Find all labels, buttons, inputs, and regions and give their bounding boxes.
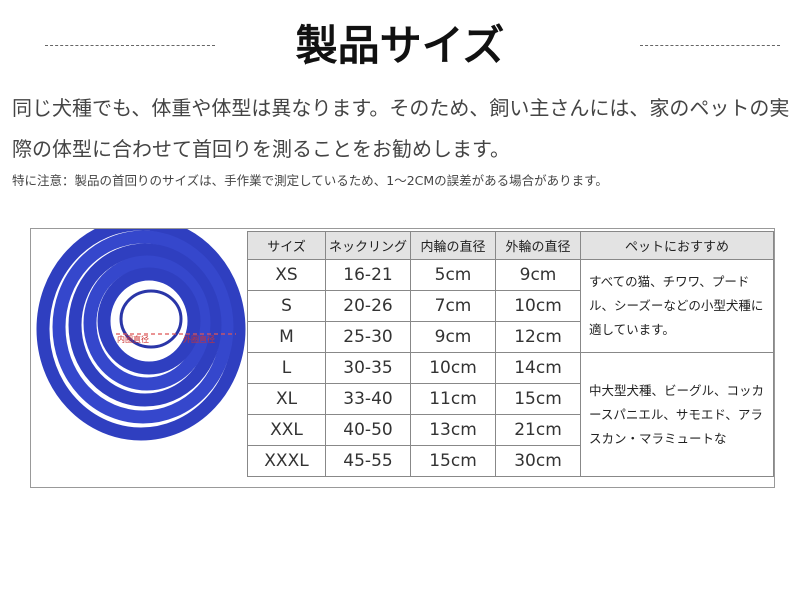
cell: 25-30 bbox=[325, 321, 411, 353]
product-photo: 内圈直径 外圈直径 bbox=[36, 229, 246, 441]
photo-label: 外圈直径 bbox=[183, 334, 215, 344]
size-table: サイズ ネックリング 内輪の直径 外輪の直径 ペットにおすすめ XS 16-21 5cm 9cm… bbox=[247, 231, 774, 477]
cell: 15cm bbox=[495, 383, 581, 415]
table-row: XL 33-40 11cm 15cm bbox=[247, 383, 774, 415]
cell: 9cm bbox=[495, 259, 581, 291]
column-header: 内輪の直径 bbox=[410, 231, 496, 260]
cell: 14cm bbox=[495, 352, 581, 384]
cell: 16-21 bbox=[325, 259, 411, 291]
cell: 7cm bbox=[410, 290, 496, 322]
intro-text: 同じ犬種でも、体重や体型は異なります。そのため、飼い主さんには、家のペットの実際… bbox=[12, 96, 790, 161]
cell: XL bbox=[247, 383, 326, 415]
cell: 30-35 bbox=[325, 352, 411, 384]
size-panel bbox=[30, 228, 775, 488]
cell: 40-50 bbox=[325, 414, 411, 446]
column-header: ペットにおすすめ bbox=[580, 231, 774, 260]
cell: XXL bbox=[247, 414, 326, 446]
cell: 10cm bbox=[410, 352, 496, 384]
divider bbox=[45, 45, 215, 46]
cell: 10cm bbox=[495, 290, 581, 322]
cell: 9cm bbox=[410, 321, 496, 353]
cell: S bbox=[247, 290, 326, 322]
cell: 11cm bbox=[410, 383, 496, 415]
cell: 45-55 bbox=[325, 445, 411, 477]
table-row: XXXL 45-55 15cm 30cm bbox=[247, 445, 774, 477]
cell: 12cm bbox=[495, 321, 581, 353]
recommendation: 中大型犬種、ビーグル、コッカースパニエル、サモエド、アラスカン・マラミュートな bbox=[580, 352, 774, 477]
cell: 21cm bbox=[495, 414, 581, 446]
cell: 33-40 bbox=[325, 383, 411, 415]
title: 製品サイズ bbox=[295, 21, 505, 70]
cell: L bbox=[247, 352, 326, 384]
photo-label: 内圈直径 bbox=[117, 334, 149, 344]
column-header: サイズ bbox=[247, 231, 326, 260]
table-row: L 30-35 10cm 14cm 中大型犬種、ビーグル、コッカースパニエル、サモエド、… bbox=[247, 352, 774, 477]
table-row: XS 16-21 5cm 9cm すべての猫、チワワ、プードル、シーズーなどの小型犬種に… bbox=[247, 259, 774, 353]
column-header: 外輪の直径 bbox=[495, 231, 581, 260]
column-header: ネックリング bbox=[325, 231, 411, 260]
cell: XXXL bbox=[247, 445, 326, 477]
cell: 15cm bbox=[410, 445, 496, 477]
divider bbox=[640, 45, 780, 46]
cell: 5cm bbox=[410, 259, 496, 291]
note: 特に注意：製品の首回りのサイズは、手作業で測定しているため、1〜2CMの誤差があ… bbox=[12, 173, 608, 188]
header-row: サイズ ネックリング 内輪の直径 外輪の直径 ペットにおすすめ bbox=[247, 231, 774, 260]
cell: 20-26 bbox=[325, 290, 411, 322]
cell: 30cm bbox=[495, 445, 581, 477]
cell: M bbox=[247, 321, 326, 353]
cell: 13cm bbox=[410, 414, 496, 446]
cell: XS bbox=[247, 259, 326, 291]
recommendation: すべての猫、チワワ、プードル、シーズーなどの小型犬種に適しています。 bbox=[580, 259, 774, 353]
